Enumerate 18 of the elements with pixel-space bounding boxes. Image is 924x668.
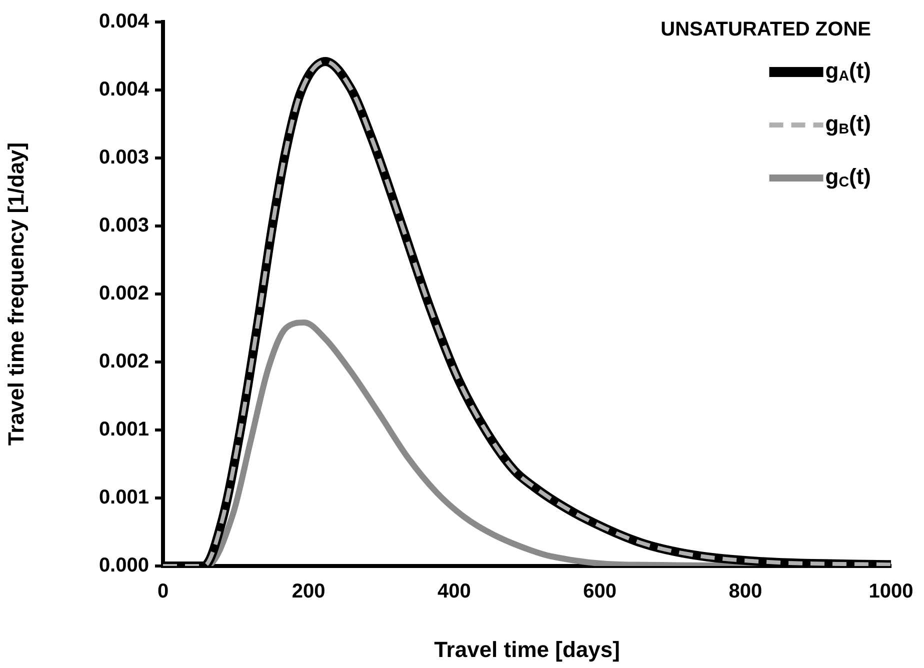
y-tick-label: 0.000 xyxy=(98,554,149,577)
y-tick-label: 0.002 xyxy=(98,350,149,373)
y-tick-label: 0.004 xyxy=(98,78,150,101)
x-tick-label: 1000 xyxy=(868,580,914,603)
x-tick-label: 200 xyxy=(292,580,326,603)
y-tick-label: 0.001 xyxy=(98,418,149,441)
x-tick-label: 400 xyxy=(438,580,471,603)
y-axis-title: Travel time frequency [1/day] xyxy=(3,142,28,446)
x-axis-title: Travel time [days] xyxy=(434,636,620,662)
x-tick-label: 600 xyxy=(583,580,616,603)
y-tick-label: 0.002 xyxy=(98,282,149,305)
y-tick-label: 0.001 xyxy=(98,486,149,509)
x-tick-label: 800 xyxy=(728,580,762,603)
y-tick-label: 0.003 xyxy=(98,146,149,169)
y-tick-label: 0.004 xyxy=(98,10,150,33)
x-tick-label: 0 xyxy=(157,580,169,603)
y-tick-label: 0.003 xyxy=(98,214,149,237)
legend-title: UNSATURATED ZONE xyxy=(660,18,871,41)
